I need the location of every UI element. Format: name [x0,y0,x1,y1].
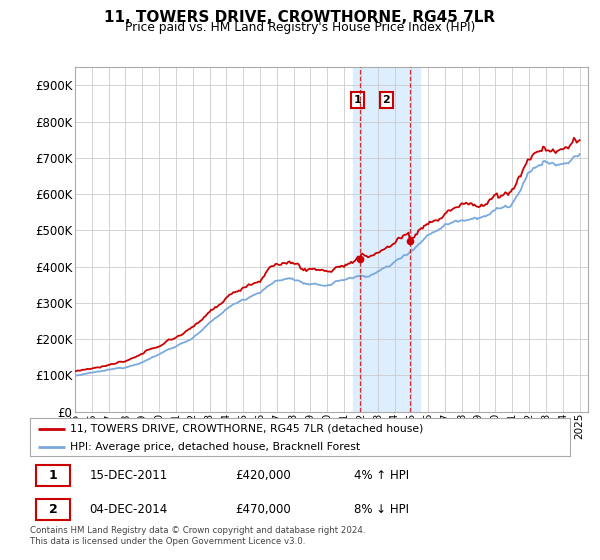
Text: 11, TOWERS DRIVE, CROWTHORNE, RG45 7LR: 11, TOWERS DRIVE, CROWTHORNE, RG45 7LR [104,10,496,25]
Text: 1: 1 [49,469,58,482]
FancyBboxPatch shape [37,465,70,486]
Text: £470,000: £470,000 [235,503,291,516]
Text: 04-DEC-2014: 04-DEC-2014 [89,503,167,516]
Text: 11, TOWERS DRIVE, CROWTHORNE, RG45 7LR (detached house): 11, TOWERS DRIVE, CROWTHORNE, RG45 7LR (… [71,424,424,434]
Text: £420,000: £420,000 [235,469,291,482]
Text: 15-DEC-2011: 15-DEC-2011 [89,469,167,482]
Text: 4% ↑ HPI: 4% ↑ HPI [354,469,409,482]
Bar [378,67,420,412]
Text: 1: 1 [353,95,361,105]
FancyBboxPatch shape [37,499,70,520]
Bar [353,67,378,412]
Text: 2: 2 [49,503,58,516]
Text: Contains HM Land Registry data © Crown copyright and database right 2024.
This d: Contains HM Land Registry data © Crown c… [30,526,365,546]
Text: 8% ↓ HPI: 8% ↓ HPI [354,503,409,516]
Text: HPI: Average price, detached house, Bracknell Forest: HPI: Average price, detached house, Brac… [71,442,361,452]
Text: Price paid vs. HM Land Registry's House Price Index (HPI): Price paid vs. HM Land Registry's House … [125,21,475,34]
Text: 2: 2 [382,95,390,105]
